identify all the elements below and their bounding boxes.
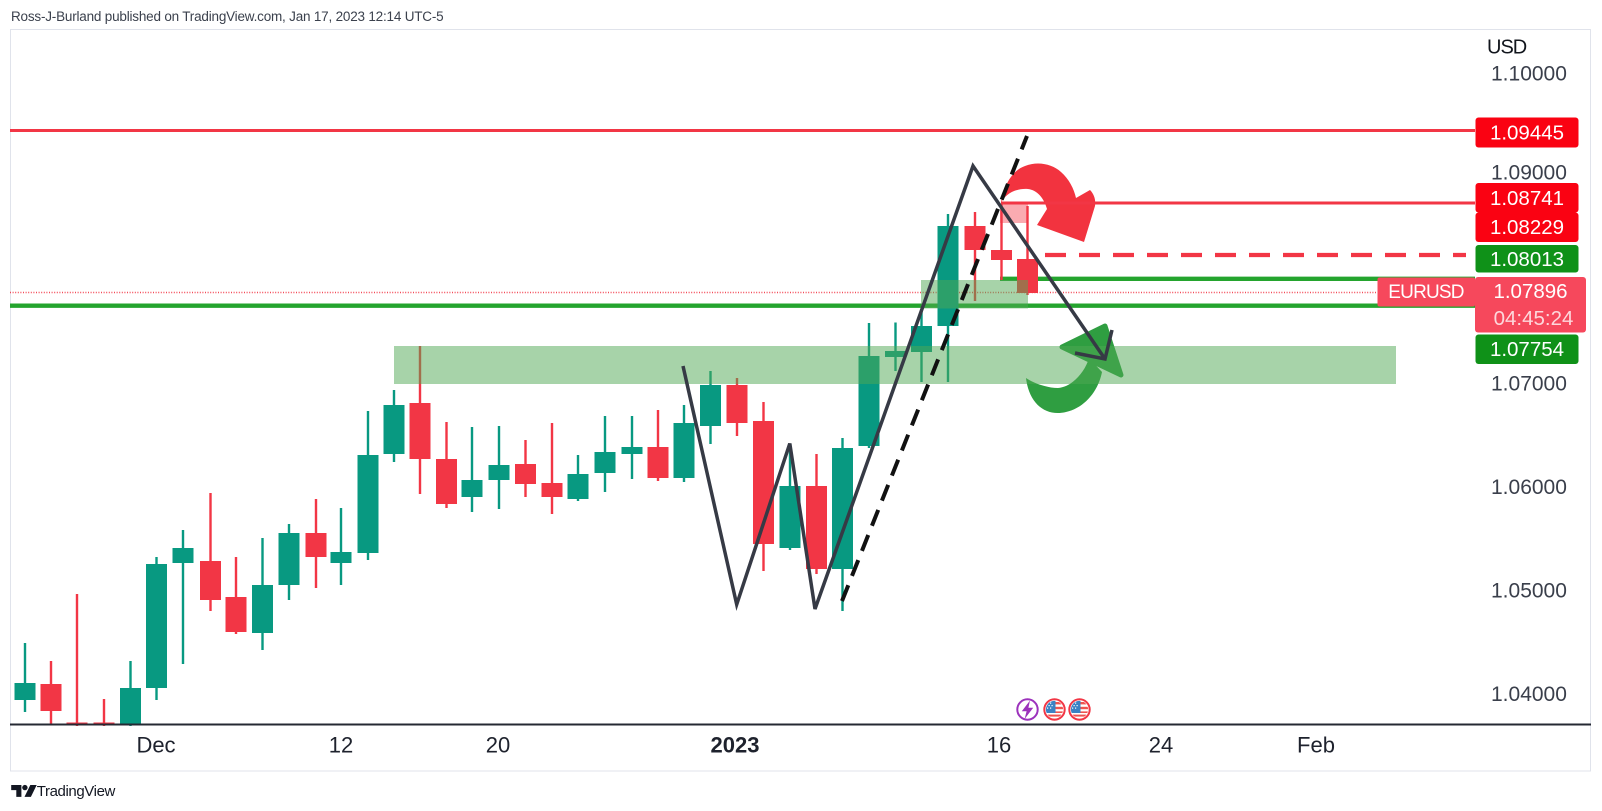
svg-text:1.09445: 1.09445 — [1490, 122, 1564, 145]
svg-text:Feb: Feb — [1297, 733, 1335, 758]
svg-text:1.08741: 1.08741 — [1490, 187, 1564, 210]
svg-text:1.07754: 1.07754 — [1490, 338, 1564, 361]
svg-text:1.05000: 1.05000 — [1491, 580, 1567, 603]
svg-text:1.07896: 1.07896 — [1493, 280, 1567, 303]
svg-text:1.06000: 1.06000 — [1491, 476, 1567, 499]
svg-text:1.04000: 1.04000 — [1491, 683, 1567, 706]
svg-text:20: 20 — [486, 733, 510, 758]
svg-text:1.08229: 1.08229 — [1490, 216, 1564, 239]
svg-text:1.10000: 1.10000 — [1491, 63, 1567, 86]
svg-text:04:45:24: 04:45:24 — [1494, 307, 1574, 330]
svg-text:24: 24 — [1149, 733, 1173, 758]
svg-text:1.08013: 1.08013 — [1490, 248, 1564, 271]
svg-text:EURUSD: EURUSD — [1388, 282, 1464, 303]
svg-text:Ross-J-Burland published on Tr: Ross-J-Burland published on TradingView.… — [11, 9, 443, 24]
svg-text:1.07000: 1.07000 — [1491, 373, 1567, 396]
svg-text:2023: 2023 — [711, 733, 760, 758]
svg-text:12: 12 — [329, 733, 353, 758]
svg-text:1.09000: 1.09000 — [1491, 162, 1567, 185]
svg-text:Dec: Dec — [136, 733, 175, 758]
svg-text:TradingView: TradingView — [37, 783, 116, 800]
svg-text:16: 16 — [987, 733, 1011, 758]
svg-text:USD: USD — [1487, 37, 1527, 59]
